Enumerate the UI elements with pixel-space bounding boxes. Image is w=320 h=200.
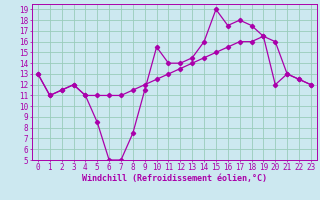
X-axis label: Windchill (Refroidissement éolien,°C): Windchill (Refroidissement éolien,°C) [82, 174, 267, 183]
